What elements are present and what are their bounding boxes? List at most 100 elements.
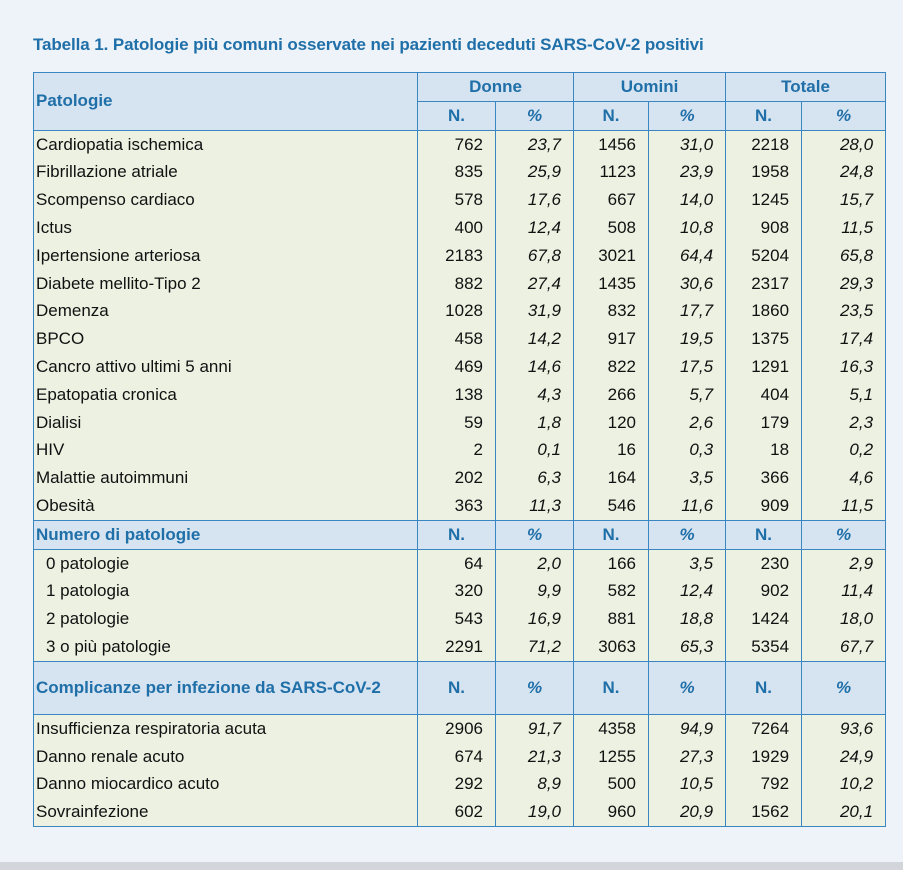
cell-donne-n: 578 — [417, 186, 496, 214]
cell-donne-pct: 8,9 — [494, 770, 575, 799]
cell-totale-n: 1562 — [725, 798, 803, 827]
table-row: Sovrainfezione 602 19,0 960 20,9 1562 20,1 — [33, 798, 887, 827]
table-row: Cancro attivo ultimi 5 anni 469 14,6 822 17,… — [33, 352, 887, 381]
cell-totale-pct: 11,5 — [801, 213, 887, 242]
cell-donne-n: 2 — [417, 436, 496, 465]
cell-donne-pct: 17,6 — [494, 186, 575, 214]
cell-uomini-n: 1255 — [573, 742, 650, 771]
cell-uomini-n: 582 — [573, 577, 650, 606]
row-label: 1 patologia — [33, 577, 418, 606]
header-patologie: Patologie — [33, 72, 418, 131]
cell-totale-n: 1424 — [725, 605, 803, 633]
table-row: 0 patologie 64 2,0 166 3,5 230 2,9 — [33, 548, 887, 578]
cell-uomini-n: 960 — [573, 798, 650, 827]
cell-totale-n: 18 — [725, 436, 803, 465]
cell-uomini-pct: 20,9 — [648, 798, 727, 827]
row-label: Demenza — [33, 297, 418, 326]
table-row: Demenza 1028 31,9 832 17,7 1860 23,5 — [33, 297, 887, 326]
cell-donne-n: 543 — [417, 605, 496, 633]
cell-uomini-n: 166 — [573, 548, 650, 578]
cell-donne-n: 400 — [417, 213, 496, 242]
cell-donne-n: 292 — [417, 770, 496, 799]
cell-donne-pct: 9,9 — [494, 577, 575, 606]
cell-uomini-n: 4358 — [573, 713, 650, 743]
cell-donne-pct: 19,0 — [494, 798, 575, 827]
cell-donne-pct: 91,7 — [494, 713, 575, 743]
section-title-numero: Numero di patologie — [33, 519, 418, 550]
cell-totale-pct: 11,4 — [801, 577, 887, 606]
cell-uomini-n: 500 — [573, 770, 650, 799]
section-numero: 0 patologie 64 2,0 166 3,5 230 2,9 1 patologia 3… — [33, 548, 887, 662]
cell-donne-n: 202 — [417, 464, 496, 492]
cell-donne-pct: 12,4 — [494, 213, 575, 242]
table-row: Dialisi 59 1,8 120 2,6 179 2,3 — [33, 408, 887, 437]
row-label: Ictus — [33, 213, 418, 242]
header-pct: % — [648, 660, 727, 715]
cell-uomini-n: 3021 — [573, 241, 650, 270]
row-label: Epatopatia cronica — [33, 380, 418, 409]
cell-uomini-n: 546 — [573, 491, 650, 521]
table-row: Insufficienza respiratoria acuta 2906 91,7… — [33, 713, 887, 743]
cell-totale-pct: 93,6 — [801, 713, 887, 743]
cell-totale-pct: 67,7 — [801, 632, 887, 662]
row-label: Fibrillazione atriale — [33, 158, 418, 187]
cell-donne-n: 762 — [417, 129, 496, 159]
header-pct: % — [801, 100, 887, 131]
header-n: N. — [417, 519, 496, 550]
cell-donne-pct: 0,1 — [494, 436, 575, 465]
table-row: Ipertensione arteriosa 2183 67,8 3021 64,4 52… — [33, 241, 887, 270]
header-donne: Donne — [416, 72, 575, 102]
header-n: N. — [417, 100, 496, 131]
cell-totale-pct: 5,1 — [801, 380, 887, 409]
cell-totale-n: 7264 — [725, 713, 803, 743]
cell-uomini-n: 1123 — [573, 158, 650, 187]
header-pct: % — [801, 660, 887, 715]
cell-totale-pct: 15,7 — [801, 186, 887, 214]
row-label: Diabete mellito-Tipo 2 — [33, 269, 418, 298]
cell-uomini-n: 917 — [573, 325, 650, 353]
table-row: Epatopatia cronica 138 4,3 266 5,7 404 5,1 — [33, 380, 887, 409]
cell-uomini-pct: 0,3 — [648, 436, 727, 465]
cell-donne-n: 320 — [417, 577, 496, 606]
cell-uomini-n: 1435 — [573, 269, 650, 298]
cell-totale-n: 1291 — [725, 352, 803, 381]
cell-donne-n: 602 — [417, 798, 496, 827]
header-n: N. — [725, 519, 803, 550]
table-title: Tabella 1. Patologie più comuni osservat… — [33, 35, 704, 54]
header-pct: % — [801, 519, 887, 550]
pathology-table: Patologie Donne Uomini Totale N. % N. % … — [33, 72, 887, 827]
cell-totale-n: 908 — [725, 213, 803, 242]
cell-totale-pct: 2,3 — [801, 408, 887, 437]
cell-donne-pct: 14,6 — [494, 352, 575, 381]
table-row: Diabete mellito-Tipo 2 882 27,4 1435 30,6 231… — [33, 269, 887, 298]
header-pct: % — [494, 519, 575, 550]
cell-donne-n: 138 — [417, 380, 496, 409]
cell-donne-pct: 1,8 — [494, 408, 575, 437]
header-pct: % — [648, 519, 727, 550]
cell-totale-pct: 4,6 — [801, 464, 887, 492]
cell-donne-pct: 11,3 — [494, 491, 575, 521]
table-row: 3 o più patologie 2291 71,2 3063 65,3 5354 67,… — [33, 632, 887, 662]
row-label: BPCO — [33, 325, 418, 353]
cell-uomini-n: 667 — [573, 186, 650, 214]
section-numero-header: Numero di patologie N. % N. % N. % — [33, 519, 887, 550]
cell-uomini-pct: 10,5 — [648, 770, 727, 799]
cell-uomini-n: 266 — [573, 380, 650, 409]
table-row: 2 patologie 543 16,9 881 18,8 1424 18,0 — [33, 605, 887, 633]
cell-donne-n: 2906 — [417, 713, 496, 743]
cell-uomini-pct: 30,6 — [648, 269, 727, 298]
header-pct: % — [494, 100, 575, 131]
cell-totale-pct: 24,9 — [801, 742, 887, 771]
cell-uomini-pct: 27,3 — [648, 742, 727, 771]
cell-totale-n: 1860 — [725, 297, 803, 326]
cell-totale-n: 2317 — [725, 269, 803, 298]
table-row: Malattie autoimmuni 202 6,3 164 3,5 366 4,6 — [33, 464, 887, 492]
cell-donne-pct: 27,4 — [494, 269, 575, 298]
cell-uomini-pct: 65,3 — [648, 632, 727, 662]
cell-uomini-pct: 5,7 — [648, 380, 727, 409]
cell-totale-n: 179 — [725, 408, 803, 437]
cell-totale-pct: 11,5 — [801, 491, 887, 521]
cell-totale-n: 1375 — [725, 325, 803, 353]
cell-totale-n: 5354 — [725, 632, 803, 662]
cell-totale-pct: 29,3 — [801, 269, 887, 298]
